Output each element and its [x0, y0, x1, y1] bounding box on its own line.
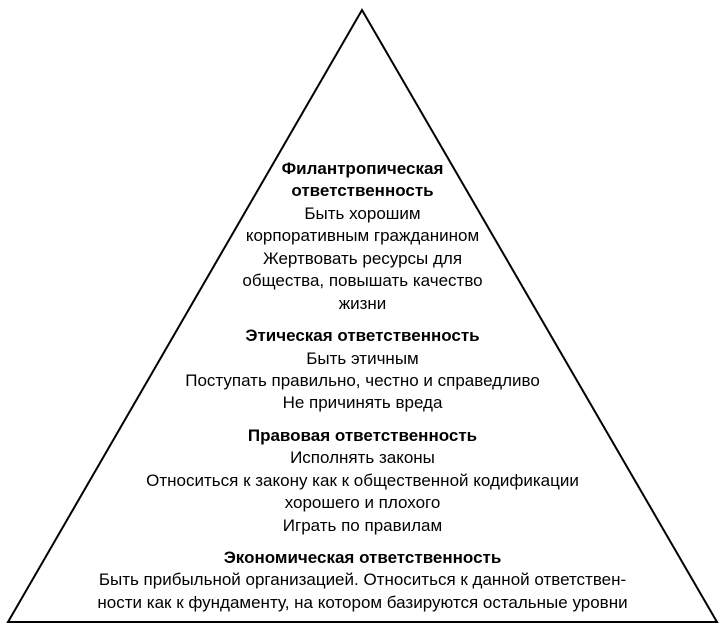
level-body-line: Быть прибыльной организацией. Относиться…	[97, 569, 627, 591]
level-body-line: жизни	[242, 293, 482, 315]
pyramid-level-0: ФилантропическаяответственностьБыть хоро…	[242, 158, 482, 315]
pyramid-level-2: Правовая ответственностьИсполнять законы…	[146, 425, 579, 537]
level-body-line: Поступать правильно, честно и справедлив…	[185, 370, 540, 392]
level-body-line: Играть по правилам	[146, 515, 579, 537]
level-title: Правовая ответственность	[146, 425, 579, 447]
level-body-line: Относиться к закону как к общественной к…	[146, 470, 579, 492]
level-body-line: Исполнять законы	[146, 447, 579, 469]
level-title: Этическая ответственность	[185, 325, 540, 347]
level-body-line: Не причинять вреда	[185, 392, 540, 414]
pyramid-level-1: Этическая ответственностьБыть этичнымПос…	[185, 325, 540, 415]
level-title: Филантропическая	[242, 158, 482, 180]
level-body-line: общества, повышать качество	[242, 270, 482, 292]
level-body-line: Жертвовать ресурсы для	[242, 248, 482, 270]
level-body-line: Быть хорошим	[242, 203, 482, 225]
level-body-line: ности как к фундаменту, на котором базир…	[97, 592, 627, 614]
pyramid-content: ФилантропическаяответственностьБыть хоро…	[0, 0, 725, 630]
level-title: ответственность	[242, 180, 482, 202]
level-body-line: корпоративным гражданином	[242, 225, 482, 247]
level-body-line: Быть этичным	[185, 348, 540, 370]
pyramid-diagram: ФилантропическаяответственностьБыть хоро…	[0, 0, 725, 630]
level-body-line: хорошего и плохого	[146, 492, 579, 514]
pyramid-level-3: Экономическая ответственностьБыть прибыл…	[97, 547, 627, 614]
level-title: Экономическая ответственность	[97, 547, 627, 569]
